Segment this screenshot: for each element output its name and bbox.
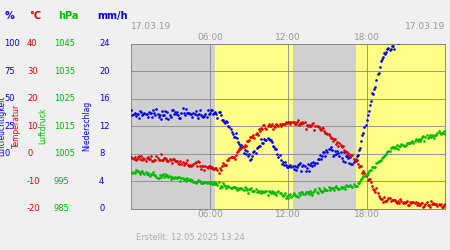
- Text: 985: 985: [54, 204, 70, 213]
- Text: 10: 10: [27, 122, 37, 131]
- Text: -10: -10: [27, 177, 40, 186]
- Text: 1025: 1025: [54, 94, 75, 103]
- Text: hPa: hPa: [58, 11, 79, 21]
- Text: 40: 40: [27, 39, 37, 48]
- Text: Luftfeuchtigkeit: Luftfeuchtigkeit: [0, 96, 6, 156]
- Text: 1035: 1035: [54, 67, 75, 76]
- Bar: [356, 44, 445, 209]
- Text: 16: 16: [99, 94, 110, 103]
- Text: 4: 4: [99, 177, 104, 186]
- Text: mm/h: mm/h: [97, 11, 127, 21]
- Text: 24: 24: [99, 39, 109, 48]
- Text: 30: 30: [27, 67, 38, 76]
- Bar: [293, 44, 356, 209]
- Text: 17.03.19: 17.03.19: [405, 22, 445, 31]
- Text: 75: 75: [4, 67, 15, 76]
- Text: 1005: 1005: [54, 149, 75, 158]
- Bar: [215, 44, 293, 209]
- Text: 0: 0: [4, 149, 10, 158]
- Text: 20: 20: [99, 67, 109, 76]
- Text: 20: 20: [27, 94, 37, 103]
- Text: 1045: 1045: [54, 39, 75, 48]
- Text: °C: °C: [29, 11, 41, 21]
- Text: Temperatur: Temperatur: [12, 104, 21, 148]
- Text: 8: 8: [99, 149, 104, 158]
- Text: 995: 995: [54, 177, 70, 186]
- Text: Niederschlag: Niederschlag: [82, 101, 91, 151]
- Text: 17.03.19: 17.03.19: [131, 22, 171, 31]
- Text: 50: 50: [4, 94, 15, 103]
- Text: 0: 0: [99, 204, 104, 213]
- Text: 1015: 1015: [54, 122, 75, 131]
- Text: 25: 25: [4, 122, 15, 131]
- Text: 12: 12: [99, 122, 109, 131]
- Text: Erstellt: 12.05.2025 13:24: Erstellt: 12.05.2025 13:24: [136, 234, 245, 242]
- Text: -20: -20: [27, 204, 40, 213]
- Text: 100: 100: [4, 39, 20, 48]
- Bar: [131, 44, 215, 209]
- Text: 0: 0: [27, 149, 32, 158]
- Text: Luftdruck: Luftdruck: [38, 108, 47, 144]
- Text: %: %: [4, 11, 14, 21]
